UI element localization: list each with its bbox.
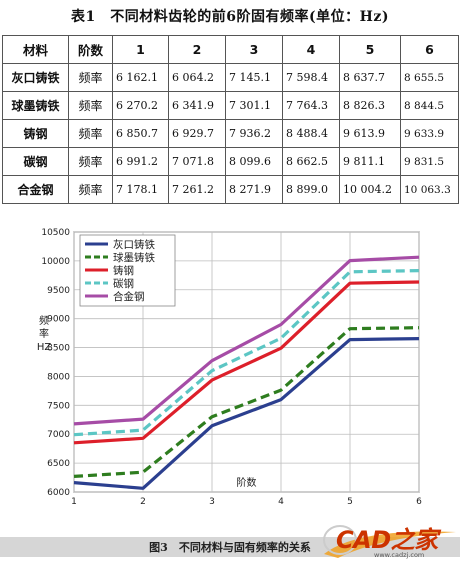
figure-caption: 图3 不同材料与固有频率的关系 bbox=[149, 541, 311, 554]
order-label-cell: 频率 bbox=[68, 147, 113, 176]
y-tick-label: 10500 bbox=[41, 228, 70, 238]
frequency-value-cell: 8 899.0 bbox=[282, 175, 340, 204]
frequency-value-cell: 6 270.2 bbox=[112, 91, 169, 120]
frequency-value-cell: 8 488.4 bbox=[282, 119, 340, 148]
material-cell: 球墨铸铁 bbox=[2, 91, 69, 120]
table-header-row: 材料 阶数 1 2 3 4 5 6 bbox=[2, 35, 459, 64]
frequency-value-cell: 10 004.2 bbox=[339, 175, 401, 204]
frequency-value-cell: 9 811.1 bbox=[339, 147, 401, 176]
frequency-value-cell: 9 831.5 bbox=[400, 147, 459, 176]
frequency-value-cell: 9 613.9 bbox=[339, 119, 401, 148]
material-cell: 碳钢 bbox=[2, 147, 69, 176]
y-tick-label: 9500 bbox=[47, 286, 70, 296]
y-axis-label: 频 bbox=[39, 314, 49, 327]
frequency-line-chart: 6000 6500 7000 7500 8000 8500 9000 9500 10000 105… bbox=[30, 218, 445, 528]
frequency-value-cell: 7 598.4 bbox=[282, 63, 340, 92]
y-tick-label: 9000 bbox=[47, 315, 70, 325]
table-title: 表1 不同材料齿轮的前6阶固有频率(单位：Hz) bbox=[71, 9, 389, 25]
logo-swoosh bbox=[323, 525, 456, 558]
legend-label: 合金钢 bbox=[113, 290, 145, 303]
header-order-3: 3 bbox=[225, 35, 283, 64]
order-label-cell: 频率 bbox=[68, 119, 113, 148]
order-label-cell: 频率 bbox=[68, 175, 113, 204]
legend-label: 碳钢 bbox=[113, 277, 134, 290]
x-tick-label: 4 bbox=[278, 497, 284, 507]
frequency-table: 材料 阶数 1 2 3 4 5 6 灰口铸铁 频率 6 162.1 6 064.2 7 … bbox=[2, 35, 459, 204]
frequency-value-cell: 7 261.2 bbox=[168, 175, 226, 204]
table-row: 灰口铸铁 频率 6 162.1 6 064.2 7 145.1 7 598.4 8 637.… bbox=[2, 63, 459, 92]
frequency-value-cell: 6 929.7 bbox=[168, 119, 226, 148]
frequency-value-cell: 10 063.3 bbox=[400, 175, 459, 204]
y-axis-label: HZ bbox=[37, 342, 52, 353]
frequency-value-cell: 8 662.5 bbox=[282, 147, 340, 176]
table-row: 球墨铸铁 频率 6 270.2 6 341.9 7 301.1 7 764.3 8 826.… bbox=[2, 91, 459, 120]
frequency-value-cell: 8 826.3 bbox=[339, 91, 401, 120]
material-cell: 灰口铸铁 bbox=[2, 63, 69, 92]
header-order-6: 6 bbox=[400, 35, 459, 64]
y-tick-label: 6500 bbox=[47, 459, 70, 469]
frequency-value-cell: 8 099.6 bbox=[225, 147, 283, 176]
legend-label: 铸钢 bbox=[113, 264, 134, 277]
y-tick-label: 7500 bbox=[47, 401, 70, 411]
frequency-value-cell: 9 633.9 bbox=[400, 119, 459, 148]
cadzj-logo: CAD之家 www.cadzj.com bbox=[318, 518, 460, 563]
order-label-cell: 频率 bbox=[68, 63, 113, 92]
table-row: 合金钢 频率 7 178.1 7 261.2 8 271.9 8 899.0 10 004.… bbox=[2, 175, 459, 204]
legend-label: 灰口铸铁 bbox=[113, 238, 155, 251]
series-line bbox=[73, 280, 420, 445]
y-tick-label: 10000 bbox=[41, 257, 70, 267]
frequency-value-cell: 8 655.5 bbox=[400, 63, 459, 92]
y-tick-label: 8000 bbox=[47, 372, 70, 382]
frequency-value-cell: 8 844.5 bbox=[400, 91, 459, 120]
material-cell: 铸钢 bbox=[2, 119, 69, 148]
frequency-value-cell: 7 145.1 bbox=[225, 63, 283, 92]
frequency-value-cell: 7 071.8 bbox=[168, 147, 226, 176]
chart-svg: 6000 6500 7000 7500 8000 8500 9000 9500 10000 105… bbox=[37, 228, 422, 507]
frequency-value-cell: 8 271.9 bbox=[225, 175, 283, 204]
table-row: 碳钢 频率 6 991.2 7 071.8 8 099.6 8 662.5 9 811.1 9… bbox=[2, 147, 459, 176]
frequency-value-cell: 6 162.1 bbox=[112, 63, 169, 92]
header-order-1: 1 bbox=[112, 35, 169, 64]
frequency-value-cell: 7 936.2 bbox=[225, 119, 283, 148]
x-tick-label: 2 bbox=[140, 497, 146, 507]
x-tick-label: 3 bbox=[209, 497, 215, 507]
x-tick-label: 5 bbox=[347, 497, 353, 507]
frequency-value-cell: 7 178.1 bbox=[112, 175, 169, 204]
header-order: 阶数 bbox=[68, 35, 113, 64]
y-tick-label: 6000 bbox=[47, 488, 70, 498]
logo-url: www.cadzj.com bbox=[374, 551, 425, 559]
logo-text: CAD之家 bbox=[336, 526, 438, 554]
header-order-5: 5 bbox=[339, 35, 401, 64]
series-line bbox=[73, 269, 420, 437]
frequency-value-cell: 8 637.7 bbox=[339, 63, 401, 92]
header-order-4: 4 bbox=[282, 35, 340, 64]
order-label-cell: 频率 bbox=[68, 91, 113, 120]
y-axis-label: 率 bbox=[39, 327, 49, 340]
legend-label: 球墨铸铁 bbox=[113, 251, 155, 264]
series-line bbox=[73, 255, 420, 426]
frequency-value-cell: 6 991.2 bbox=[112, 147, 169, 176]
frequency-value-cell: 6 850.7 bbox=[112, 119, 169, 148]
header-order-2: 2 bbox=[168, 35, 226, 64]
material-cell: 合金钢 bbox=[2, 175, 69, 204]
x-tick-label: 1 bbox=[71, 497, 77, 507]
y-tick-label: 8500 bbox=[47, 344, 70, 354]
frequency-value-cell: 7 764.3 bbox=[282, 91, 340, 120]
x-tick-label: 6 bbox=[416, 497, 422, 507]
frequency-value-cell: 6 064.2 bbox=[168, 63, 226, 92]
frequency-value-cell: 6 341.9 bbox=[168, 91, 226, 120]
frequency-value-cell: 7 301.1 bbox=[225, 91, 283, 120]
series-line bbox=[73, 326, 420, 478]
header-material: 材料 bbox=[2, 35, 69, 64]
table-row: 铸钢 频率 6 850.7 6 929.7 7 936.2 8 488.4 9 613.9 9… bbox=[2, 119, 459, 148]
series-line bbox=[73, 337, 420, 490]
y-tick-label: 7000 bbox=[47, 430, 70, 440]
x-axis-label: 阶数 bbox=[237, 476, 257, 489]
